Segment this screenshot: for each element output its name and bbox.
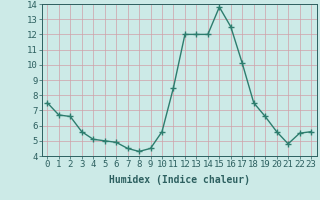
X-axis label: Humidex (Indice chaleur): Humidex (Indice chaleur) <box>109 175 250 185</box>
